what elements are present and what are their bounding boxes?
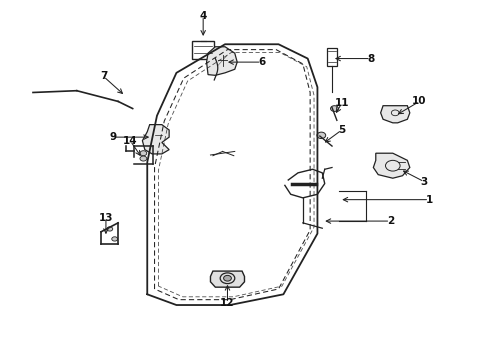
Text: 8: 8	[366, 54, 374, 64]
Text: 13: 13	[99, 212, 113, 222]
Text: 3: 3	[420, 177, 427, 187]
Text: 12: 12	[220, 298, 234, 308]
Polygon shape	[380, 106, 409, 123]
Circle shape	[223, 275, 231, 281]
Text: 10: 10	[411, 96, 426, 107]
Polygon shape	[206, 47, 237, 75]
Circle shape	[107, 227, 113, 231]
Text: 9: 9	[109, 132, 117, 142]
Polygon shape	[142, 125, 169, 154]
Text: 14: 14	[122, 136, 137, 146]
Circle shape	[316, 132, 325, 139]
Text: 7: 7	[100, 71, 107, 81]
Text: 5: 5	[337, 125, 345, 135]
Circle shape	[140, 156, 146, 161]
Text: 2: 2	[386, 216, 393, 226]
Text: 4: 4	[199, 11, 206, 21]
Text: 1: 1	[425, 195, 432, 204]
Circle shape	[330, 106, 338, 111]
Bar	[192, 41, 214, 59]
Text: 6: 6	[257, 57, 264, 67]
Circle shape	[112, 237, 117, 241]
Polygon shape	[372, 153, 409, 178]
Text: 11: 11	[334, 98, 348, 108]
Bar	[326, 48, 336, 66]
Circle shape	[140, 151, 146, 156]
Polygon shape	[210, 271, 244, 287]
